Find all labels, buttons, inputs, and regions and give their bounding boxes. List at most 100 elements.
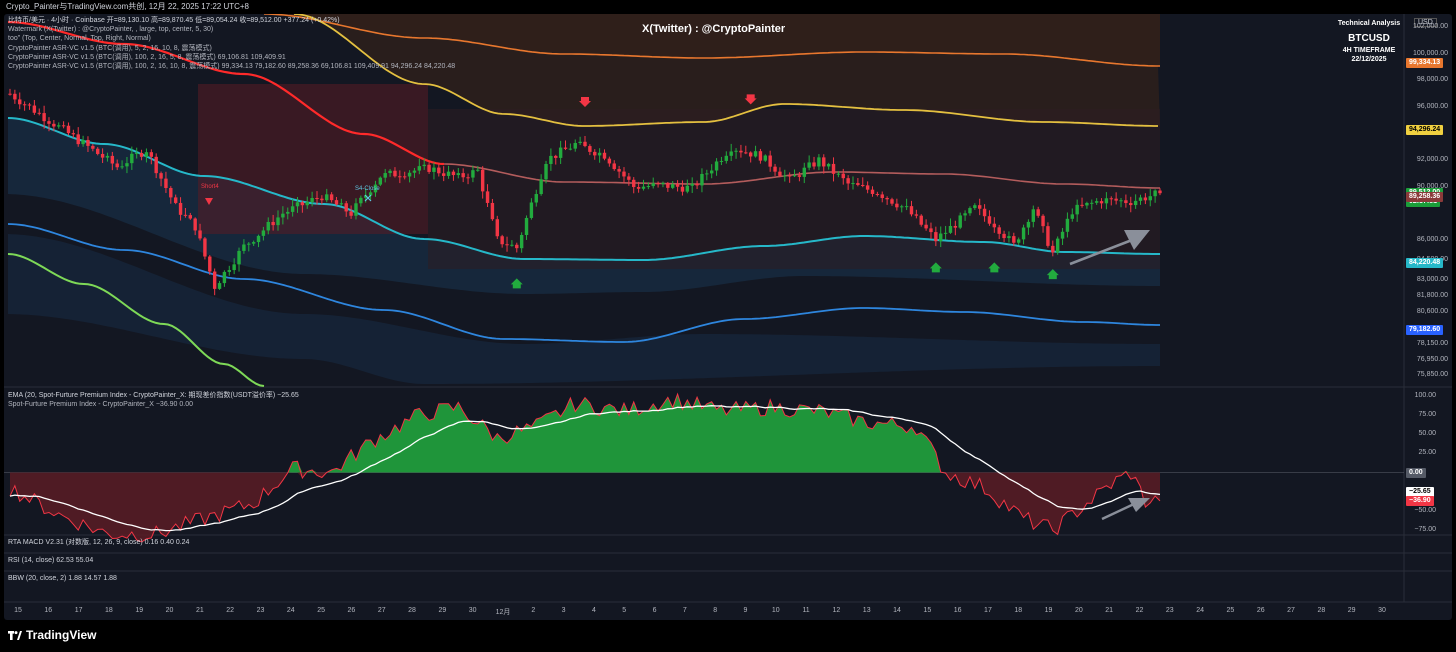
candle-body [719,160,724,162]
oscillator-tick-label: 50.00 [1418,430,1436,438]
candle-body [242,244,246,251]
candle-body [515,244,519,249]
candle-body [388,170,392,174]
time-tick-label: 20 [1074,607,1083,614]
candle-body [183,214,188,216]
candle-body [432,167,436,172]
candle-body [968,208,972,214]
candle-body [329,194,334,201]
candle-body [549,155,553,164]
short-signal-marker [205,198,213,205]
time-tick-label: 18 [1014,607,1023,614]
time-tick-label: 21 [195,607,204,614]
candle-body [987,216,992,224]
candle-body [1016,239,1021,243]
currency-label[interactable]: USD [1414,18,1437,27]
upper-inner-zone [294,14,1160,126]
info-box: Technical Analysis BTCUSD 4H TIMEFRAME 2… [1334,20,1404,63]
candle-body [393,170,397,177]
price-tick-label: 86,000.00 [1416,235,1448,243]
close-label: S4-Close [355,186,380,192]
candle-body [602,152,607,159]
candle-body [383,173,387,178]
candle-body [61,125,66,127]
candle-body [315,198,319,200]
time-tick-label: 26 [1256,607,1265,614]
buy-signal-arrow [929,262,942,273]
candle-body [753,151,758,157]
candle-body [42,113,46,122]
time-tick-label: 22 [226,607,235,614]
legend-line: CryptoPainter ASR-VC v1.5 (BTC(调用), 100,… [8,63,456,71]
trend-arrow-shaft [1069,238,1133,266]
candle-body [700,173,704,186]
candle-body [398,176,402,178]
candle-body [364,195,368,198]
candle-body [666,182,670,188]
candle-body [831,163,836,174]
candle-body [1114,198,1118,201]
candle-body [27,104,32,106]
candle-body [1085,202,1089,206]
candle-body [729,151,733,156]
time-tick-label: 25 [317,607,326,614]
candle-body [934,232,938,242]
time-tick-label: 24 [1196,607,1205,614]
candle-body [1012,236,1016,243]
candle-body [758,151,763,161]
trend-arrow-head [1128,498,1150,512]
candle-body [232,264,236,271]
candle-body [627,176,631,180]
candle-body [739,150,743,153]
candle-body [476,169,480,171]
candle-body [412,170,417,173]
price-level-label: 94,296.24 [1406,124,1444,135]
candle-body [695,183,699,186]
candle-body [115,163,119,168]
time-tick-label: 7 [682,607,687,614]
rsi-legend: RSI (14, close) 62.53 55.04 [8,557,94,564]
candle-body [1148,196,1152,201]
buy-signal-arrow [510,278,523,289]
candle-body [544,163,548,180]
candle-body [554,155,558,158]
main-legend: 比特币/美元 · 4小时 · Coinbase 开=89,130.10 高=89… [8,16,455,71]
candle-body [134,152,139,154]
candle-body [193,218,197,231]
legend-line: too" (Top, Center, Normal, Top, Right, N… [8,35,151,43]
candle-body [1090,202,1094,204]
candle-body [885,198,889,200]
candle-body [919,215,923,225]
price-tick-label: 83,000.00 [1416,275,1448,283]
candle-body [748,152,753,157]
time-tick-label: 5 [622,607,627,614]
premium-index-line [9,392,1161,543]
candle-body [505,244,509,246]
candle-body [709,170,714,174]
time-tick-label: 15 [14,607,22,614]
short-label: Short4 [201,184,219,190]
legend-line: EMA (20, Spot-Furture Premium Index - Cr… [8,392,299,399]
candle-body [568,148,573,150]
time-tick-label: 11 [802,607,810,614]
candle-body [583,141,587,147]
candle-body [266,221,270,231]
candle-body [286,211,290,214]
candle-body [169,188,173,198]
candle-body [943,232,948,234]
candle-body [1007,236,1011,239]
time-tick-label: 16 [953,607,962,614]
chart-canvas[interactable] [4,14,1452,620]
oscillator-tick-label: −75.00 [1414,526,1436,534]
candle-body [66,125,71,134]
time-tick-label: 29 [1347,607,1356,614]
lower-band-3-line [7,253,265,387]
candle-body [1041,215,1045,227]
legend-line: 比特币/美元 · 4小时 · Coinbase 开=89,130.10 高=89… [8,17,340,24]
candle-body [641,186,646,189]
chart-area[interactable]: 比特币/美元 · 4小时 · Coinbase 开=89,130.10 高=89… [4,14,1452,620]
candle-body [1055,238,1060,253]
candle-body [588,146,592,152]
candle-body [173,197,178,203]
candle-body [783,175,787,177]
